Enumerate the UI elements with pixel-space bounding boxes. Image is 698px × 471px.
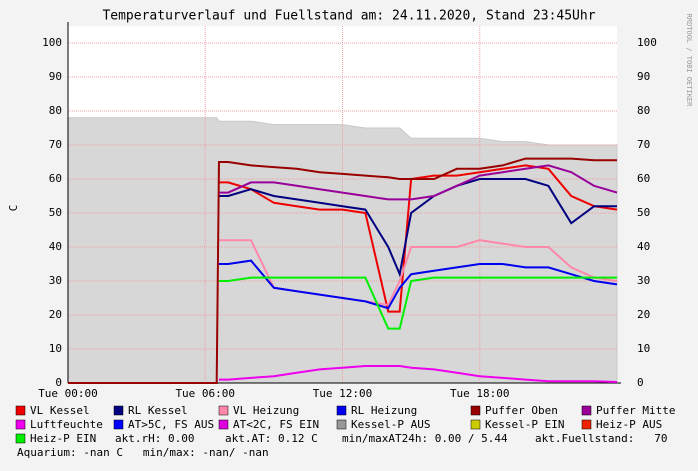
y2-tick-label: 80 [637, 104, 650, 117]
legend-label: Heiz-P EIN [30, 432, 96, 445]
y2-tick-label: 90 [637, 70, 650, 83]
legend-swatch [470, 405, 481, 416]
y2-tick-label: 10 [637, 342, 650, 355]
line [68, 157, 617, 384]
legend-swatch [218, 419, 229, 430]
y2-tick-label: 0 [637, 376, 644, 389]
y-tick-label: 90 [49, 70, 62, 83]
status-text: akt.Fuellstand: 70 [535, 432, 667, 445]
status-text: min/maxAT24h: 0.00 / 5.44 [342, 432, 508, 445]
chart-title: Temperaturverlauf und Fuellstand am: 24.… [102, 9, 595, 24]
legend-label: VL Kessel [30, 404, 90, 417]
line [218, 276, 617, 330]
legend-label: AT>5C, FS AUS [128, 418, 214, 431]
x-tick-label: Tue 12:00 [313, 387, 373, 400]
aquarium-text: Aquarium: -nan C min/max: -nan/ -nan [17, 446, 269, 459]
legend-label: Puffer Mitte [596, 404, 675, 417]
legend-swatch [15, 433, 26, 444]
legend-label: Kessel-P AUS [351, 418, 430, 431]
y2-tick-label: 70 [637, 138, 650, 151]
legend-swatch [15, 419, 26, 430]
legend-swatch [581, 405, 592, 416]
y-tick-label: 50 [49, 206, 62, 219]
legend-label: AT<2C, FS EIN [233, 418, 319, 431]
legend-swatch [581, 419, 592, 430]
y-tick-label: 10 [49, 342, 62, 355]
legend-label: VL Heizung [233, 404, 299, 417]
line [218, 259, 618, 310]
legend-swatch [470, 419, 481, 430]
line-layer [68, 157, 618, 384]
legend-swatch [15, 405, 26, 416]
y-tick-label: 70 [49, 138, 62, 151]
legend-swatch [336, 419, 347, 430]
legend-label: Heiz-P AUS [596, 418, 662, 431]
legend-label: RL Heizung [351, 404, 417, 417]
y2-tick-label: 50 [637, 206, 650, 219]
y-tick-label: 60 [49, 172, 62, 185]
x-tick-label: Tue 00:00 [38, 387, 98, 400]
legend-label: Luftfeuchte [30, 418, 103, 431]
watermark: RRDTOOL / TOBI OETIKER [685, 14, 693, 108]
y-axis-label: C [7, 205, 20, 212]
legend-label: RL Kessel [128, 404, 188, 417]
y2-tick-label: 40 [637, 240, 650, 253]
y2-tick-label: 100 [637, 36, 657, 49]
x-tick-label: Tue 06:00 [175, 387, 235, 400]
legend-swatch [113, 419, 124, 430]
y-tick-label: 40 [49, 240, 62, 253]
legend-label: Kessel-P EIN [485, 418, 564, 431]
y-tick-label: 100 [42, 36, 62, 49]
status-text: akt.AT: 0.12 C [225, 432, 318, 445]
line [218, 365, 618, 383]
status-text: akt.rH: 0.00 [115, 432, 194, 445]
y2-tick-label: 20 [637, 308, 650, 321]
legend-label: Puffer Oben [485, 404, 558, 417]
legend-swatch [336, 405, 347, 416]
legend-swatch [218, 405, 229, 416]
y-tick-label: 0 [55, 376, 62, 389]
legend-swatch [113, 405, 124, 416]
y2-tick-label: 60 [637, 172, 650, 185]
y-tick-label: 30 [49, 274, 62, 287]
y-tick-label: 20 [49, 308, 62, 321]
text-layer: Temperaturverlauf und Fuellstand am: 24.… [7, 9, 693, 460]
y-tick-label: 80 [49, 104, 62, 117]
line [218, 164, 618, 201]
y2-tick-label: 30 [637, 274, 650, 287]
x-tick-label: Tue 18:00 [450, 387, 510, 400]
line [218, 178, 617, 278]
